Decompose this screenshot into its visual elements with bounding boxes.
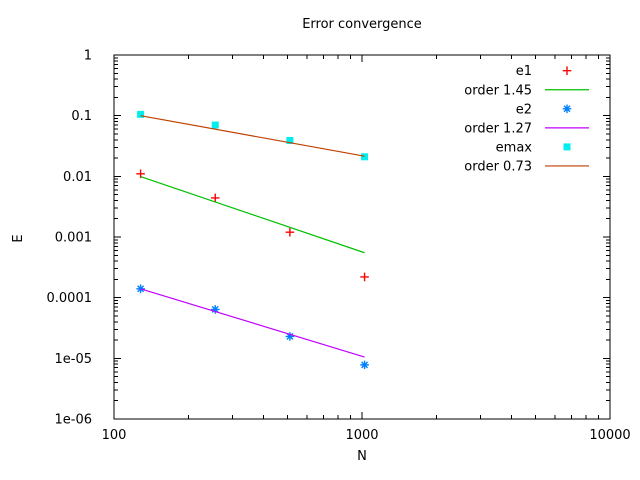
series-e1-plus-marker xyxy=(285,227,295,237)
y-tick-label: 0.1 xyxy=(71,109,92,124)
y-tick-label: 0.0001 xyxy=(47,291,93,306)
legend-label-order-0.73: order 0.73 xyxy=(464,159,532,174)
series-line-order-0.73 xyxy=(140,115,365,157)
legend-sample-e1-plus-marker xyxy=(562,66,572,75)
series-line-order-1.27 xyxy=(140,288,365,358)
axis-ticks xyxy=(113,54,611,420)
x-tick-label: 10000 xyxy=(589,428,630,443)
series-e2-asterisk-marker xyxy=(360,360,369,370)
series-emax-square-marker xyxy=(361,153,369,161)
legend-label-e2: e2 xyxy=(516,102,532,117)
legend-label-order-1.45: order 1.45 xyxy=(464,83,532,98)
series-e2-asterisk-marker xyxy=(285,332,295,341)
chart-title: Error convergence xyxy=(302,17,422,32)
y-tick-label: 1 xyxy=(84,49,92,64)
series-emax-square-marker xyxy=(286,136,294,144)
series-emax-square-marker xyxy=(211,121,219,129)
legend-label-emax: emax xyxy=(496,140,533,155)
y-tick-label: 0.001 xyxy=(55,231,92,246)
y-tick-label: 1e-06 xyxy=(54,413,92,428)
x-tick-label: 1000 xyxy=(345,428,378,443)
x-axis-label: N xyxy=(357,449,367,464)
legend-label-e1: e1 xyxy=(516,64,532,79)
y-tick-label: 1e-05 xyxy=(54,352,92,367)
legend-label-order-1.27: order 1.27 xyxy=(464,121,532,136)
series-e2-asterisk-marker xyxy=(210,305,220,314)
legend-sample-e2-asterisk-marker xyxy=(562,104,572,114)
y-tick-label: 0.01 xyxy=(63,170,92,185)
series-e1-plus-marker xyxy=(210,193,220,203)
x-tick-label: 100 xyxy=(102,428,127,443)
legend-sample-emax-square-marker xyxy=(563,143,571,151)
series-emax-square-marker xyxy=(137,110,145,118)
series-e1-plus-marker xyxy=(360,272,369,282)
series-line-order-1.45 xyxy=(140,176,365,254)
